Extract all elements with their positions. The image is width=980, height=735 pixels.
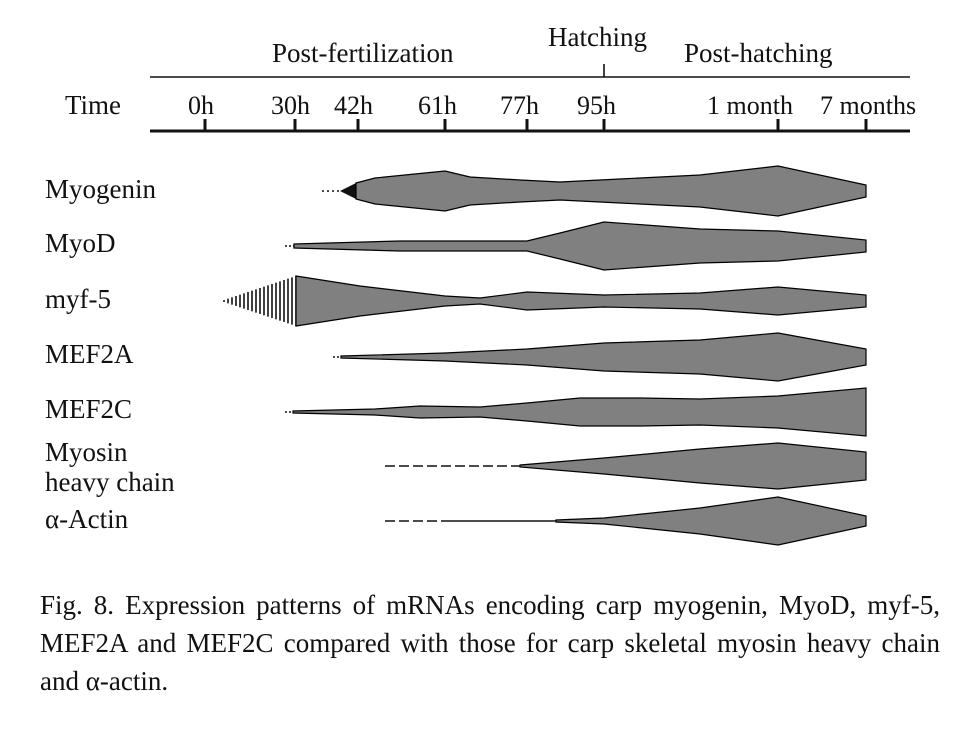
- actin-expression-shape: [555, 496, 867, 546]
- myogenin-expression-shape: [355, 165, 867, 217]
- gene-label-myogenin: Myogenin: [45, 174, 156, 204]
- gene-label-alpha-actin: α-Actin: [45, 504, 129, 534]
- time-axis-ticks: [203, 119, 868, 131]
- gene-label-myod: MyoD: [45, 228, 116, 258]
- tick-label-7-months: 7 months: [820, 91, 916, 120]
- post-fertilization-label: Post-fertilization: [272, 38, 454, 68]
- expression-timeline-diagram: Post-fertilization Hatching Post-hatchin…: [45, 22, 916, 546]
- gene-label-mef2a: MEF2A: [45, 339, 134, 369]
- tick-label-42h: 42h: [334, 91, 373, 120]
- myod-expression-shape: [293, 221, 867, 271]
- gene-label-myosin-heavy-chain: Myosin heavy chain: [45, 437, 175, 497]
- tick-label-30h: 30h: [271, 91, 310, 120]
- myf5-expression-shape: [295, 275, 867, 327]
- myf5-onset-hatching: [223, 276, 297, 326]
- post-hatching-label: Post-hatching: [684, 38, 833, 68]
- hatching-label: Hatching: [548, 22, 647, 52]
- gene-label-mef2c: MEF2C: [45, 394, 132, 424]
- tick-label-77h: 77h: [500, 91, 539, 120]
- tick-label-1-month: 1 month: [707, 91, 793, 120]
- tick-label-61h: 61h: [418, 91, 457, 120]
- mef2a-expression-shape: [340, 332, 867, 382]
- myogenin-onset-mark: [340, 182, 358, 200]
- mef2c-expression-shape: [292, 387, 867, 437]
- mhc-expression-shape: [519, 442, 867, 490]
- time-axis-label: Time: [65, 90, 121, 120]
- figure-caption: Fig. 8. Expression patterns of mRNAs enc…: [40, 590, 940, 696]
- tick-label-95h: 95h: [577, 91, 616, 120]
- gene-label-myf5: myf-5: [45, 284, 111, 314]
- tick-label-0h: 0h: [188, 91, 214, 120]
- expression-shapes: [223, 165, 867, 546]
